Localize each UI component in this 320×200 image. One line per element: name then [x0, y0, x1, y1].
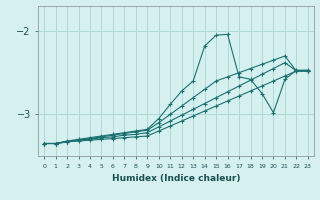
X-axis label: Humidex (Indice chaleur): Humidex (Indice chaleur) — [112, 174, 240, 183]
